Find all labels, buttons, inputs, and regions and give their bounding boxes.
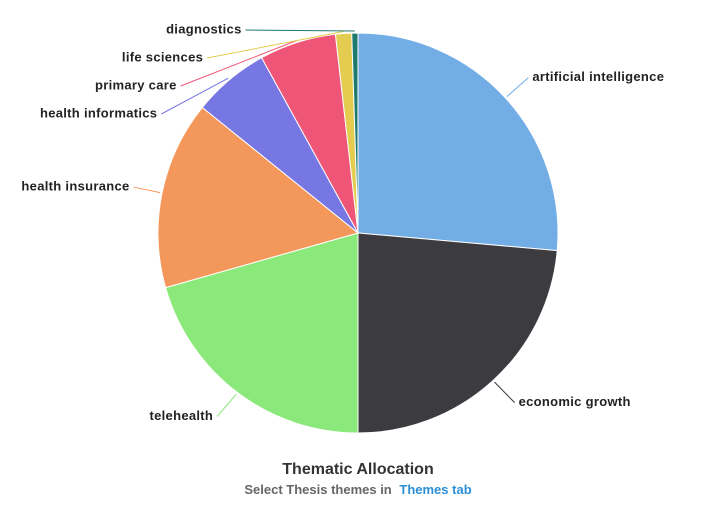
slice-label: artificial intelligence bbox=[532, 69, 664, 84]
pie-slice bbox=[351, 32, 359, 234]
chart-subtitle: Select Thesis themes in Themes tab bbox=[244, 482, 471, 497]
pie-slice bbox=[164, 232, 359, 434]
leader-line bbox=[494, 381, 515, 403]
leader-line bbox=[133, 186, 161, 194]
leader-line bbox=[245, 29, 355, 32]
leader-line bbox=[207, 31, 344, 59]
leader-line bbox=[506, 77, 529, 97]
slice-label: health informatics bbox=[40, 105, 157, 120]
themes-link[interactable]: Themes tab bbox=[399, 482, 471, 497]
slice-label: health insurance bbox=[21, 179, 129, 194]
pie-slice bbox=[357, 232, 558, 434]
slice-label: primary care bbox=[95, 77, 177, 92]
pie-slice bbox=[157, 106, 360, 289]
leader-line bbox=[216, 393, 237, 417]
subtitle-text: Select Thesis themes in bbox=[244, 482, 391, 497]
leader-line bbox=[161, 77, 229, 115]
slice-label: telehealth bbox=[149, 408, 213, 423]
slice-label: life sciences bbox=[122, 49, 203, 64]
slice-label: diagnostics bbox=[166, 21, 242, 36]
pie-slice bbox=[357, 32, 559, 252]
chart-title: Thematic Allocation bbox=[282, 461, 433, 478]
leader-line bbox=[180, 40, 297, 87]
slice-label: economic growth bbox=[519, 394, 631, 409]
